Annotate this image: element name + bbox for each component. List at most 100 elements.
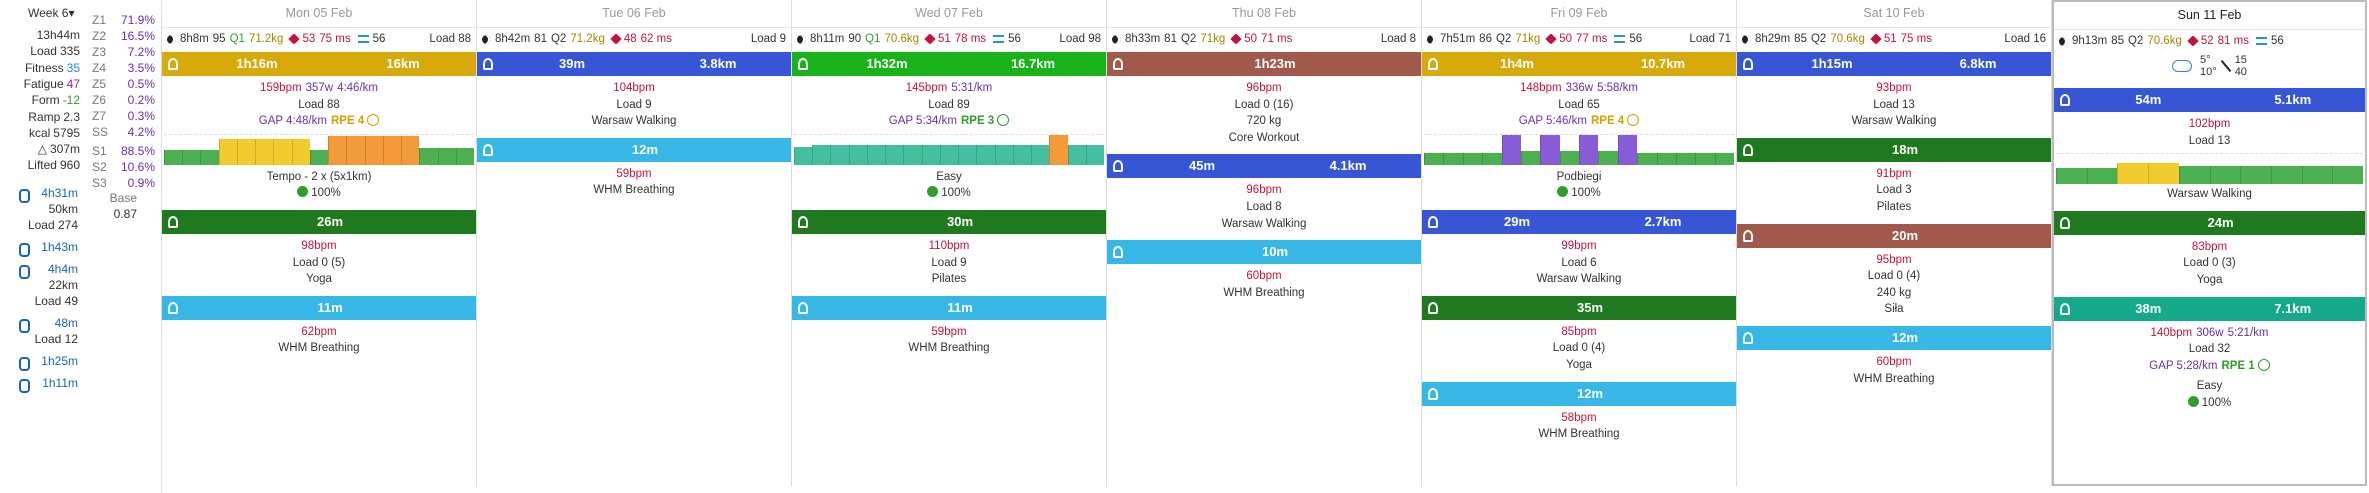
activity-bar[interactable]: 1h23m (1107, 52, 1421, 76)
hr-line: 83bpm (2054, 239, 2365, 256)
total-value: 13h44m (36, 28, 80, 42)
weather-icon (2172, 60, 2193, 72)
lifted: 720 kg (1246, 115, 1282, 128)
sport-load: Load 49 (34, 294, 78, 308)
readiness: 86 (1479, 33, 1492, 45)
activity-bar[interactable]: 11m (162, 295, 476, 320)
activity-bar[interactable]: 12m (477, 137, 791, 162)
heart-rate: 91bpm (1876, 167, 1912, 180)
load: Load 0 (4) (1552, 342, 1606, 355)
chart-segment (273, 139, 292, 165)
sport-distance: 22km (48, 278, 78, 292)
week-total: Form -12 (32, 93, 80, 107)
duration: 45m (1188, 158, 1216, 174)
activity-bar[interactable]: 1h4m 10.7km (1422, 52, 1736, 76)
day-load: Load 71 (1689, 33, 1731, 45)
wind-speed: 15 (2234, 54, 2247, 66)
sleep-icon (1427, 34, 1436, 44)
chart-segment (364, 136, 383, 165)
activity-bar[interactable]: 45m 4.1km (1107, 154, 1421, 179)
distance: 16.7km (1010, 56, 1056, 71)
zone-value: 3.5% (127, 61, 155, 75)
compliance: 100% (2054, 395, 2365, 412)
activity-icon (1428, 387, 1438, 400)
activity-bar[interactable]: 29m 2.7km (1422, 209, 1736, 234)
week-sidebar: Week 6▾ 13h44m Load 335 Fitness 35 Fatigue 47 Fo… (0, 0, 162, 493)
sport-load: Load 12 (34, 332, 78, 346)
distance: 2.7km (1644, 213, 1682, 229)
day-date: Mon 05 Feb (162, 0, 476, 28)
heart-rate: 62bpm (301, 325, 337, 338)
load: Load 88 (298, 98, 340, 111)
heart-rate: 148bpm (1520, 82, 1562, 94)
activity-icon (168, 301, 178, 314)
activity-bar[interactable]: 18m (1737, 137, 2051, 162)
duration: 11m (947, 299, 973, 315)
metric-icon (357, 35, 369, 43)
zone-label: Z4 (92, 61, 107, 75)
activity-bar[interactable]: 1h15m 6.8km (1737, 52, 2051, 76)
heart-icon (1870, 33, 1882, 45)
activity-bar[interactable]: 12m (1422, 381, 1736, 406)
activity-bar[interactable]: 12m (1737, 325, 2051, 350)
wind-icon (2220, 59, 2231, 73)
sleep: 9h13m (2072, 35, 2108, 47)
activity-icon (1428, 58, 1438, 70)
chart-segment (2332, 166, 2364, 185)
zone-value: 0.5% (127, 77, 155, 91)
activity-bar[interactable]: 11m (792, 295, 1106, 320)
activity-bar[interactable]: 1h16m 16km (162, 52, 476, 76)
zone-value: 7.2% (127, 45, 155, 59)
hr-line: 60bpm (1737, 354, 2051, 371)
sport-distance: 50km (48, 202, 78, 216)
heart-rate: 60bpm (1876, 355, 1912, 368)
activity-bar[interactable]: 24m (2054, 210, 2365, 235)
activity-bar[interactable]: 26m (162, 209, 476, 234)
activity-details: 159bpm 357w 4:46/km Load 88 GAP 4:48/km RPE 4… (162, 76, 476, 202)
activity: 26m 98bpm Load 0 (5) Yoga (162, 209, 476, 288)
activity-icon (1428, 301, 1438, 314)
workout-name: Podbiegi (1556, 170, 1602, 183)
gap: GAP 4:48/km (258, 115, 327, 128)
activity-bar[interactable]: 30m (792, 209, 1106, 234)
activity-bar[interactable]: 35m (1422, 295, 1736, 320)
sleep-icon (1742, 34, 1751, 44)
activity-bar[interactable]: 10m (1107, 240, 1421, 265)
activity-icon (1113, 160, 1123, 173)
base-label: Base (109, 191, 137, 205)
duration: 10m (1261, 244, 1289, 260)
metric: 56 (1008, 33, 1021, 45)
sleep-quality: Q1 (865, 33, 881, 45)
gap-line: GAP 5:28/km RPE 1 (2054, 358, 2365, 375)
sport-time: 48m (54, 316, 78, 330)
hr-line: 148bpm 336w 5:58/km (1422, 80, 1736, 97)
weight: 70.6kg (2147, 35, 2182, 47)
activity-bar[interactable]: 20m (1737, 223, 2051, 248)
compliance-value: 100% (941, 187, 971, 200)
activity-bar[interactable]: 38m 7.1km (2054, 296, 2365, 321)
compliance: 100% (1422, 185, 1736, 202)
hr-line: 59bpm (792, 324, 1106, 341)
activity: 38m 7.1km 140bpm 306w 5:21/km Load 32 GAP 5:28… (2054, 296, 2365, 412)
heart-rate: 95bpm (1876, 253, 1912, 266)
duration: 26m (316, 213, 344, 229)
heart-icon (924, 33, 936, 45)
hr-line: 59bpm (477, 166, 791, 183)
activity-bar[interactable]: 54m 5.1km (2054, 88, 2365, 112)
activity-bar[interactable]: 39m 3.8km (477, 52, 791, 76)
distance: 6.8km (1959, 56, 1997, 71)
activity-details: 59bpm WHM Breathing (792, 320, 1106, 357)
day-load: Load 88 (429, 33, 471, 45)
chart-segment (2270, 166, 2302, 185)
weight: 70.6kg (884, 33, 919, 45)
zone-label: S3 (92, 176, 107, 190)
activity-bar[interactable]: 1h32m 16.7km (792, 52, 1106, 76)
check-icon (1557, 186, 1569, 198)
gap: GAP 5:28/km (2149, 359, 2218, 372)
day-load: Load 9 (750, 33, 786, 45)
power: 336w (1565, 82, 1594, 94)
week-selector[interactable]: Week 6▾ (28, 6, 75, 20)
zone-value: 16.5% (120, 29, 155, 43)
duration: 1h15m (1811, 56, 1853, 71)
duration: 1h4m (1500, 56, 1534, 71)
